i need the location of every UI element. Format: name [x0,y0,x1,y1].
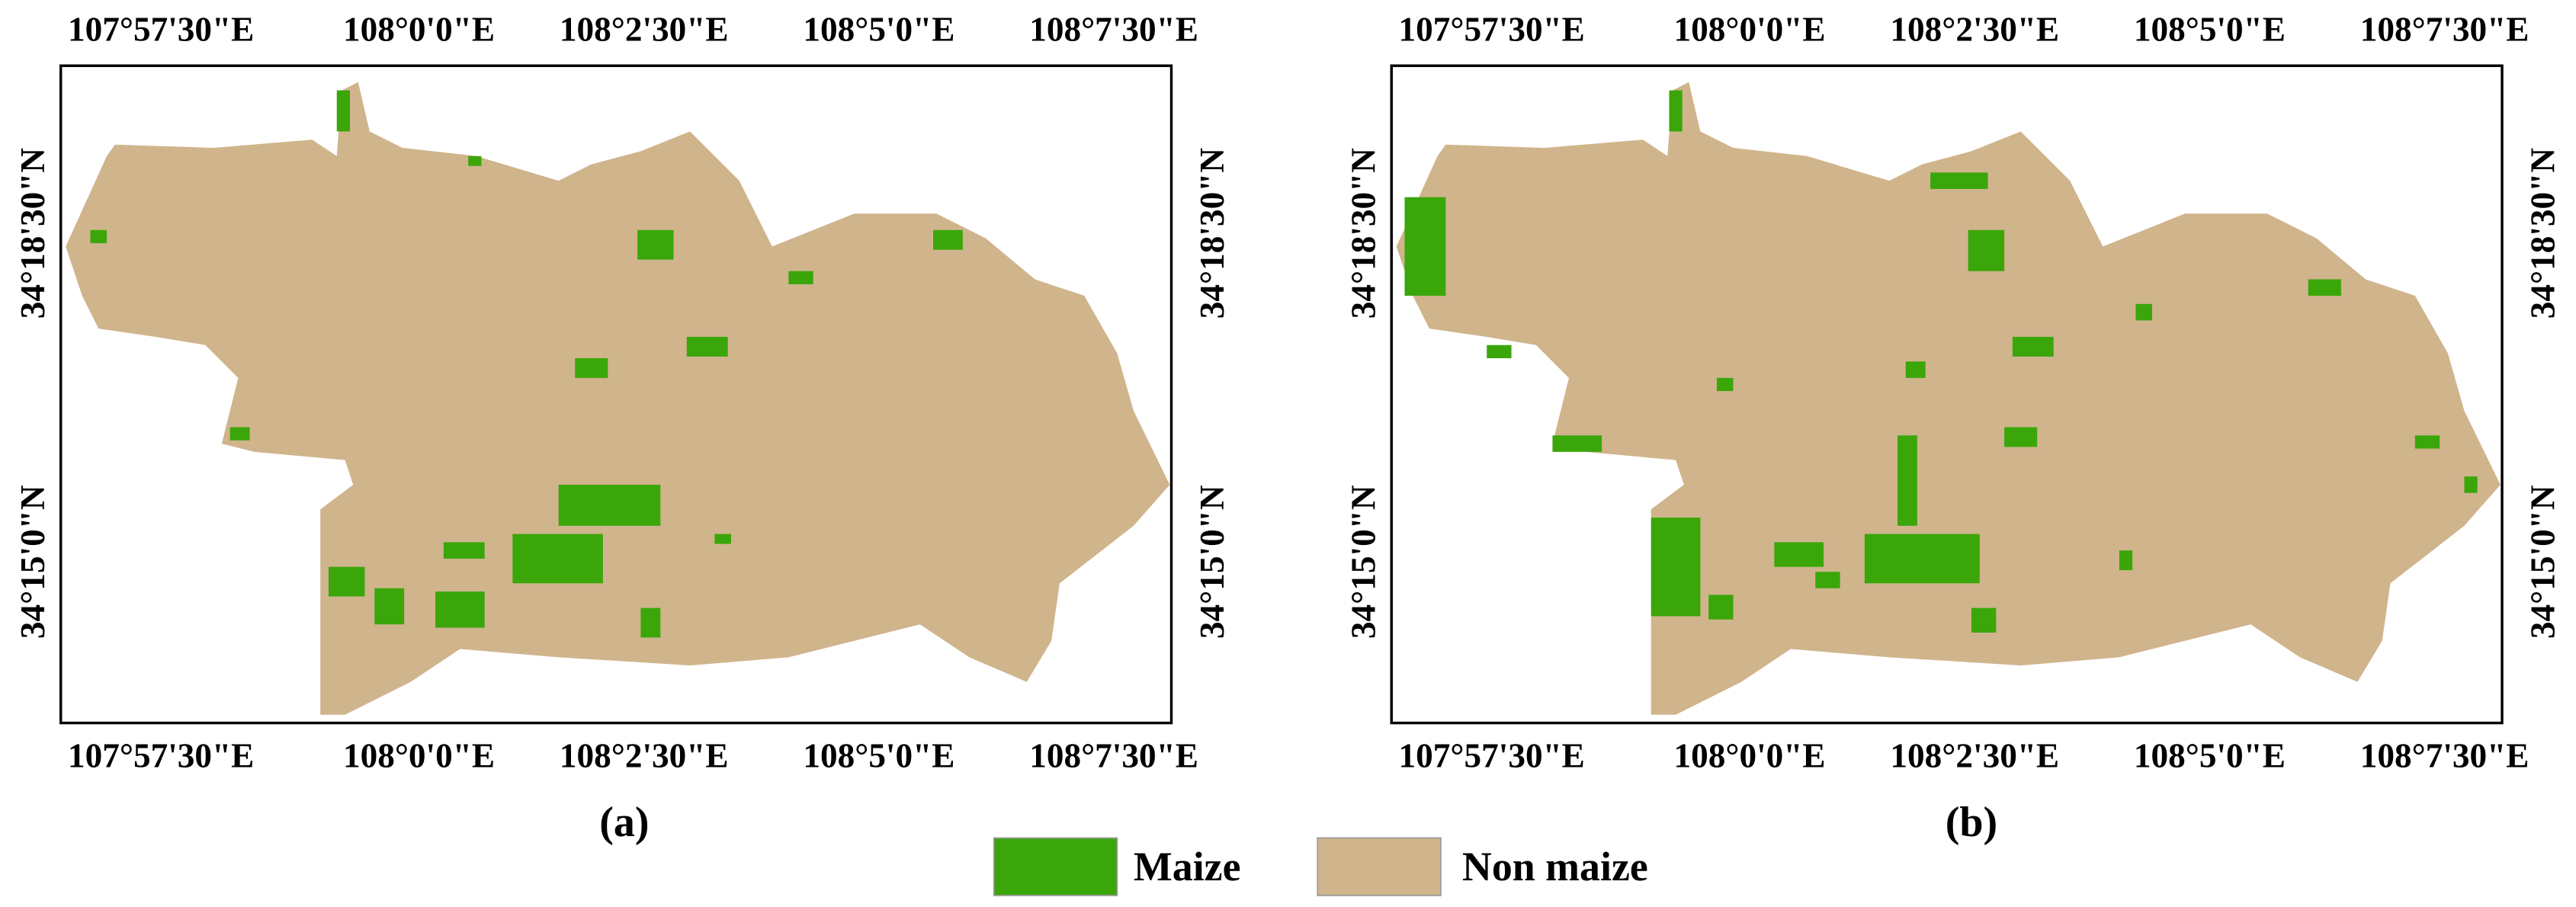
latitude-label: 34°18'30"N [2524,148,2562,319]
maize-patch [1968,229,2005,271]
maize-patch [575,357,608,378]
longitude-label: 108°2'30"E [560,11,729,49]
maize-patch [90,229,107,244]
maize-patch [435,591,485,628]
longitude-label: 108°7'30"E [2360,11,2529,49]
legend-label: Non maize [1462,844,1648,889]
maize-patch [229,427,250,441]
maize-patch [558,484,661,526]
maize-patch [1487,345,1512,358]
longitude-label: 108°7'30"E [1029,11,1198,49]
latitude-label: 34°18'30"N [14,148,52,319]
latitude-label: 34°15'0"N [1193,485,1231,639]
longitude-label: 108°2'30"E [560,736,729,774]
maize-patch [1774,542,1824,567]
latitude-label: 34°15'0"N [1344,485,1382,639]
longitude-label: 108°5'0"E [803,11,954,49]
panel-label: (b) [1946,799,1997,846]
maize-patch [2004,427,2038,447]
maize-patch [1897,435,1917,526]
maize-patch [336,90,351,132]
longitude-label: 108°5'0"E [803,736,954,774]
map-frame [1390,64,2504,725]
legend-swatch [993,837,1118,896]
longitude-label: 108°0'0"E [1674,11,1826,49]
longitude-label: 107°57'30"E [68,11,254,49]
map-frame [59,64,1173,725]
study-area [66,82,1170,715]
maize-patch [2119,550,2133,571]
maize-patch [1651,518,1701,617]
longitude-label: 108°0'0"E [343,736,495,774]
maize-patch [2414,435,2440,449]
longitude-label: 108°2'30"E [1890,11,2059,49]
maize-patch [686,336,728,357]
latitude-label: 34°15'0"N [14,485,52,639]
maize-patch [637,229,674,260]
maize-patch [788,271,813,284]
longitude-label: 108°0'0"E [1674,736,1826,774]
longitude-label: 108°7'30"E [1029,736,1198,774]
longitude-label: 107°57'30"E [68,736,254,774]
latitude-label: 34°15'0"N [2524,485,2562,639]
maize-patch [468,155,482,166]
longitude-label: 108°2'30"E [1890,736,2059,774]
maize-patch [2012,336,2054,357]
maize-patch [1930,172,1988,189]
maize-patch [2464,476,2478,493]
maize-patch [1716,377,1734,392]
maize-patch [2135,303,2153,321]
maize-patch [443,542,485,559]
maize-patch [714,534,731,544]
maize-patch [933,229,963,250]
longitude-label: 108°5'0"E [2134,11,2286,49]
maize-patch [1552,435,1602,452]
longitude-label: 108°5'0"E [2134,736,2286,774]
panel-label: (a) [599,799,649,846]
maize-patch [1669,90,1683,132]
longitude-label: 108°0'0"E [343,11,495,49]
maize-patch [1815,572,1840,588]
longitude-label: 107°57'30"E [1399,736,1585,774]
maize-patch [328,566,365,597]
maize-patch [2308,279,2341,296]
maize-patch [1864,534,1980,584]
longitude-label: 108°7'30"E [2360,736,2529,774]
maize-patch [1708,595,1734,620]
longitude-label: 107°57'30"E [1399,11,1585,49]
maize-patch [1404,197,1446,296]
latitude-label: 34°18'30"N [1193,148,1231,319]
maize-patch [640,607,661,638]
legend-label: Maize [1134,844,1241,889]
maize-patch [1905,361,1926,378]
latitude-label: 34°18'30"N [1344,148,1382,319]
maize-patch [512,534,603,584]
maize-patch [1971,607,1997,633]
legend-swatch [1317,837,1442,896]
maize-patch [374,588,405,625]
